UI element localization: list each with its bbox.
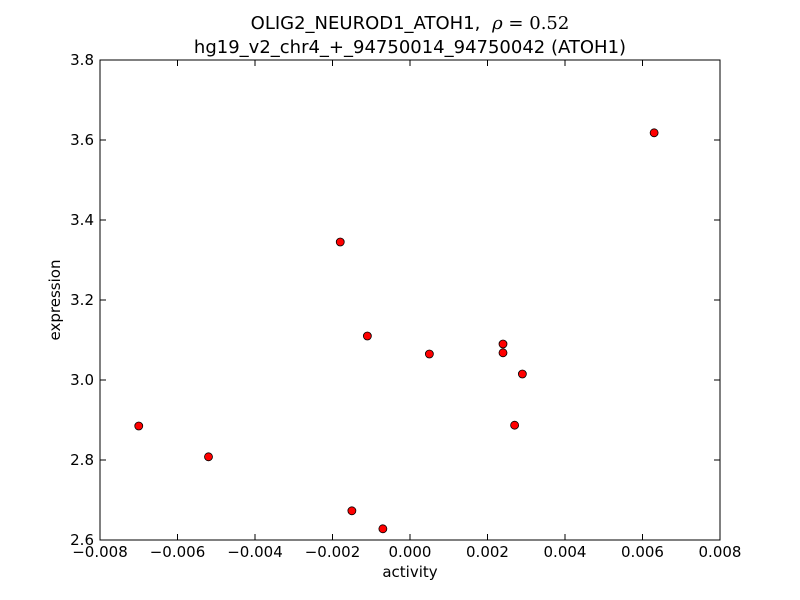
- data-point: [335, 237, 345, 247]
- data-point: [134, 421, 144, 431]
- x-tick-label: −0.002: [305, 543, 361, 561]
- x-tick-label: 0.008: [699, 543, 742, 561]
- y-axis-label: expression: [46, 260, 64, 341]
- chart-title-line2: hg19_v2_chr4_+_94750014_94750042 (ATOH1): [194, 37, 626, 58]
- data-point: [517, 369, 527, 379]
- y-tick-label: 3.8: [70, 51, 94, 69]
- y-tick-labels: 2.6 2.8 3.0 3.2 3.4 3.6 3.8: [70, 51, 94, 549]
- data-point: [510, 420, 520, 430]
- y-tick-label: 3.0: [70, 371, 94, 389]
- y-tick-label: 3.2: [70, 291, 94, 309]
- x-tick-labels: −0.008 −0.006 −0.004 −0.002 0.000 0.002 0.004 0…: [72, 543, 741, 561]
- title-rho-value: 0.52: [529, 13, 569, 34]
- x-tick-label: −0.008: [72, 543, 128, 561]
- data-point: [204, 452, 213, 462]
- data-point: [424, 349, 434, 359]
- x-tick-label: 0.006: [621, 543, 664, 561]
- title-rho-symbol: ρ: [491, 13, 503, 34]
- x-tick-label: 0.002: [466, 543, 509, 561]
- data-point: [498, 348, 508, 358]
- y-tick-label: 3.6: [70, 131, 94, 149]
- data-point: [362, 331, 372, 341]
- title-text: OLIG2_NEUROD1_ATOH1,: [251, 13, 481, 34]
- title-rho-equals: =: [508, 13, 523, 34]
- y-tick-label: 2.6: [70, 531, 94, 549]
- x-tick-label: −0.004: [227, 543, 283, 561]
- y-tick-label: 3.4: [70, 211, 94, 229]
- chart-title-line1: OLIG2_NEUROD1_ATOH1, ρ = 0.52: [251, 13, 570, 34]
- axis-ticks: [99, 59, 721, 541]
- data-point: [347, 506, 357, 516]
- data-points: [134, 128, 659, 534]
- data-point: [378, 524, 388, 534]
- data-point: [649, 128, 659, 138]
- y-tick-label: 2.8: [70, 451, 94, 469]
- plot-area: [99, 59, 721, 541]
- x-tick-label: 0.000: [389, 543, 432, 561]
- x-tick-label: 0.004: [544, 543, 587, 561]
- x-axis-label: activity: [382, 563, 437, 581]
- data-point: [498, 339, 508, 349]
- x-tick-label: −0.006: [150, 543, 206, 561]
